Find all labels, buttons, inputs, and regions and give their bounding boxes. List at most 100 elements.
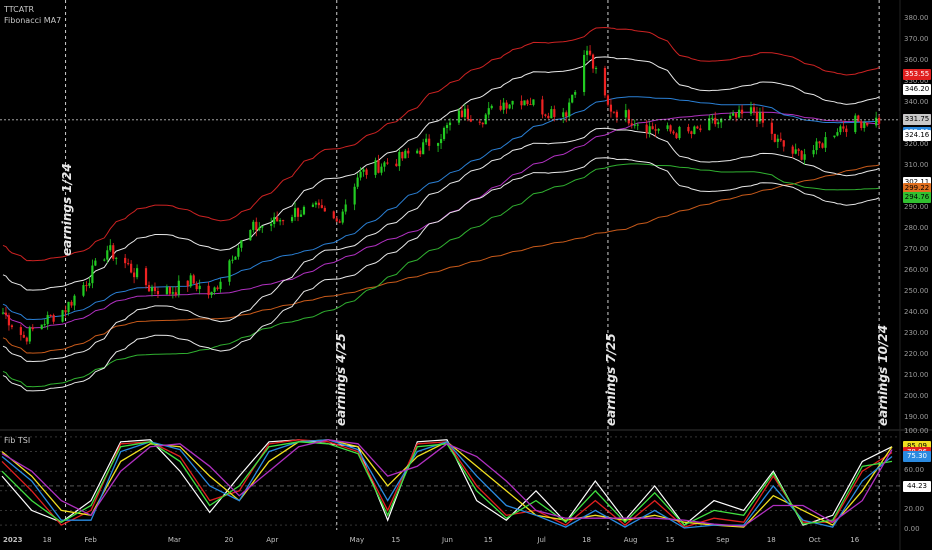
time-tick-label: Jul	[537, 536, 546, 544]
candle-body	[365, 169, 368, 175]
candle-body	[672, 131, 675, 134]
candle-body	[445, 125, 449, 128]
time-tick-label: Jun	[442, 536, 453, 544]
earnings-label-2: earnings 4/25	[334, 333, 348, 426]
candle-body	[258, 227, 261, 231]
candle-body	[404, 150, 407, 159]
price-tick-label: 210.00	[904, 370, 929, 379]
candle-body	[127, 263, 130, 265]
candle-body	[675, 133, 678, 139]
candle-body	[732, 113, 735, 116]
price-tag: 294.76	[903, 192, 931, 203]
candle-body	[815, 141, 818, 151]
candle-body	[824, 137, 827, 148]
price-tick-label: 190.00	[904, 412, 929, 421]
candle-body	[749, 107, 753, 114]
candle-body	[70, 301, 73, 306]
candle-body	[511, 100, 514, 105]
candle-body	[279, 220, 282, 222]
earnings-label-4: earnings 10/24	[876, 324, 890, 426]
time-tick-label: 15	[391, 536, 401, 544]
candle-body	[61, 310, 64, 322]
candle-body	[88, 283, 91, 286]
candle-body	[553, 109, 556, 117]
candle-body	[633, 124, 636, 126]
tsi-tick-label: 20.00	[904, 505, 925, 514]
candle-body	[338, 221, 341, 223]
earnings-label-1: earnings 1/24	[60, 163, 74, 256]
candle-body	[821, 143, 824, 148]
time-tick-label: Apr	[266, 536, 279, 544]
candle-body	[690, 131, 693, 135]
band-inner-lower	[2, 127, 880, 363]
candle-body	[657, 128, 660, 131]
ma-green-line	[2, 163, 880, 388]
candle-body	[7, 315, 11, 326]
candle-body	[135, 268, 139, 278]
candle-body	[612, 111, 616, 113]
candle-body	[761, 112, 765, 123]
candle-body	[231, 259, 234, 261]
time-tick-label: 18	[766, 536, 776, 544]
candle-body	[669, 125, 672, 132]
candle-body	[344, 204, 347, 212]
candle-body	[812, 150, 815, 155]
candle-body	[171, 292, 174, 294]
candle-body	[198, 285, 201, 290]
candle-body	[875, 117, 878, 126]
candle-body	[311, 204, 315, 207]
candle-body	[252, 221, 255, 230]
candle-body	[25, 337, 28, 342]
candle-body	[419, 150, 422, 155]
candle-body	[10, 325, 14, 328]
candle-body	[43, 324, 46, 326]
candle-body	[228, 260, 231, 282]
price-tick-label: 250.00	[904, 286, 929, 295]
candle-body	[398, 151, 401, 167]
price-tick-label: 360.00	[904, 55, 929, 64]
candle-body	[82, 285, 85, 296]
price-tag: 346.20	[903, 83, 931, 95]
candle-body	[4, 312, 8, 316]
candle-body	[699, 128, 702, 131]
candle-body	[770, 122, 773, 134]
candle-body	[109, 245, 112, 251]
candle-body	[755, 111, 759, 122]
candle-body	[737, 109, 741, 118]
candle-body	[320, 205, 323, 208]
candle-body	[362, 169, 365, 172]
candle-body	[356, 177, 359, 187]
candle-body	[282, 220, 285, 222]
band-outer-upper	[2, 26, 880, 262]
candle-body	[103, 259, 106, 261]
candle-body	[213, 287, 216, 292]
candle-body	[130, 263, 133, 273]
price-tag: 353.55	[903, 68, 931, 80]
candle-body	[609, 104, 613, 112]
candle-body	[210, 291, 213, 296]
candle-body	[168, 286, 171, 294]
candle-body	[46, 314, 49, 325]
candle-body	[22, 334, 25, 338]
candle-body	[460, 110, 464, 117]
time-tick-label: Mar	[167, 536, 182, 544]
candle-body	[791, 146, 794, 154]
ma-orange-line	[2, 164, 880, 354]
tsi-tick-label: 0.00	[904, 525, 920, 533]
candle-body	[85, 285, 88, 287]
candle-body	[574, 92, 577, 95]
candle-body	[216, 287, 219, 290]
candle-body	[73, 295, 76, 306]
price-tick-label: 380.00	[904, 13, 929, 22]
price-tick-label: 200.00	[904, 391, 929, 400]
candle-body	[133, 272, 136, 278]
price-tick-label: 280.00	[904, 223, 929, 232]
candle-body	[386, 162, 389, 164]
candle-body	[740, 109, 744, 114]
candle-body	[416, 150, 419, 154]
candle-body	[401, 151, 404, 159]
candle-body	[866, 122, 869, 126]
candle-body	[833, 135, 836, 138]
